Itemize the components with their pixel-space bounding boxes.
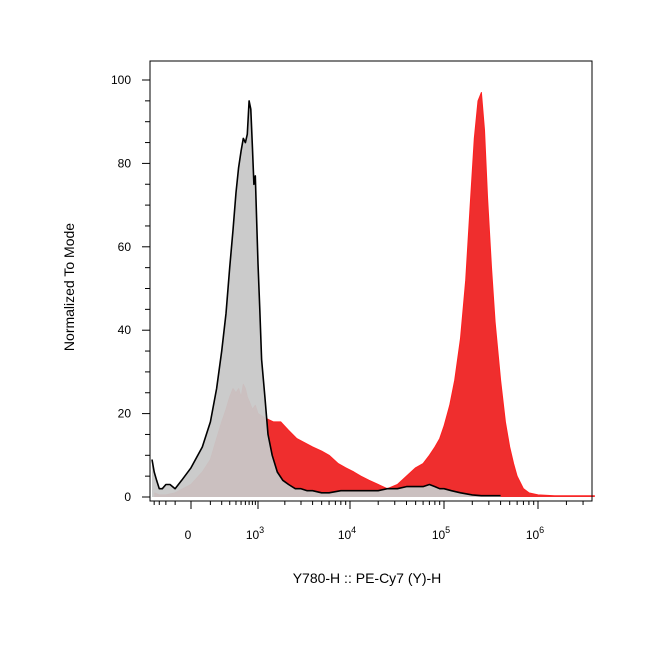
- series-1-fill: [154, 92, 595, 497]
- x-axis-title: Y780-H :: PE-Cy7 (Y)-H: [293, 570, 442, 586]
- y-tick-label: 40: [118, 323, 132, 337]
- y-axis: 0 20 40 60 80 100: [111, 73, 150, 504]
- x-tick-label: 0: [185, 528, 192, 542]
- y-tick-label: 100: [111, 73, 131, 87]
- x-tick-label: 106: [526, 525, 544, 542]
- plot-frame: [149, 60, 593, 502]
- series-2-fill: [152, 100, 501, 498]
- x-tick-label: 104: [338, 525, 356, 542]
- y-tick-label: 60: [118, 240, 132, 254]
- x-tick-label: 105: [432, 525, 450, 542]
- x-tick-label: 103: [246, 525, 264, 542]
- y-tick-label: 80: [118, 156, 132, 170]
- series-2-line: [151, 100, 501, 497]
- y-axis-title: Normalized To Mode: [61, 223, 77, 351]
- y-tick-label: 0: [124, 490, 131, 504]
- x-axis: 0 103 104 105 106: [153, 501, 584, 542]
- series-layer: [151, 92, 595, 498]
- y-tick-label: 20: [118, 407, 132, 421]
